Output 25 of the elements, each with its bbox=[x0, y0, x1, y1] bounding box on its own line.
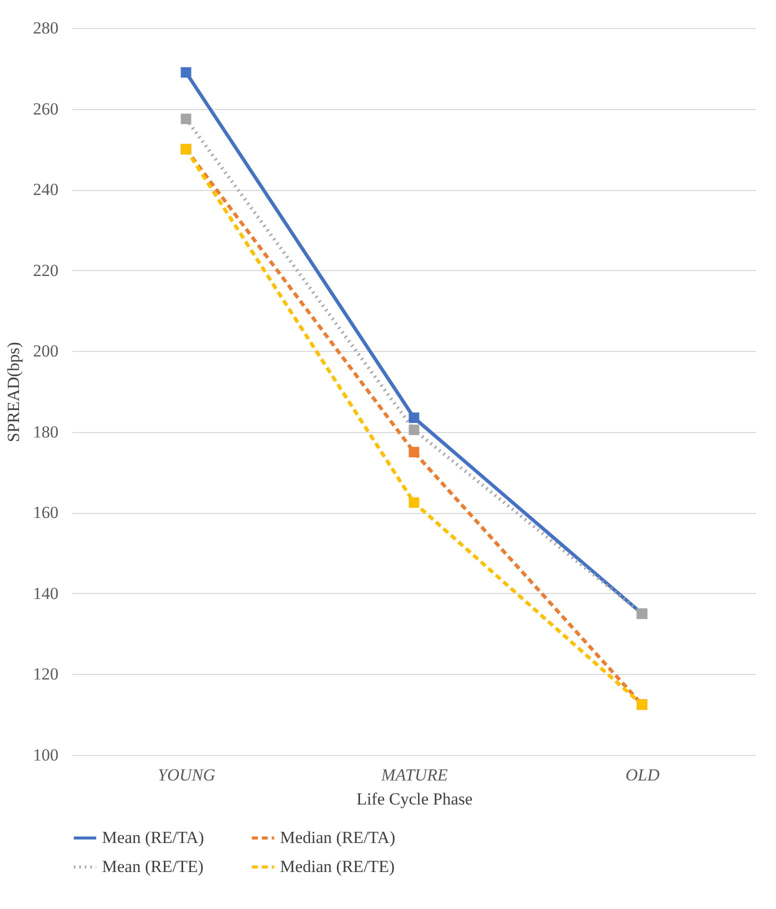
y-tick-label: 140 bbox=[33, 584, 58, 603]
y-tick-label: 280 bbox=[33, 18, 58, 38]
x-tick-label: OLD bbox=[625, 766, 660, 784]
point bbox=[180, 114, 192, 124]
point bbox=[180, 67, 192, 78]
y-tick-label: 160 bbox=[33, 503, 58, 522]
y-tick-label: 100 bbox=[33, 746, 58, 764]
y-tick-label: 120 bbox=[33, 664, 58, 684]
y-tick-label: 260 bbox=[33, 99, 58, 118]
legend-label: Mean (RE/TE) bbox=[102, 857, 204, 876]
y-tick-label: 240 bbox=[33, 180, 58, 200]
y-tick-label: 200 bbox=[33, 342, 58, 361]
y-tick-label: 220 bbox=[33, 260, 58, 280]
y-axis-title: SPREAD(bps) bbox=[4, 342, 23, 442]
legend-label: Mean (RE/TA) bbox=[102, 828, 204, 847]
point bbox=[408, 412, 420, 423]
legend-label: Median (RE/TE) bbox=[280, 857, 395, 876]
x-tick-label: MATURE bbox=[380, 766, 448, 784]
point bbox=[408, 424, 420, 436]
point bbox=[408, 446, 420, 458]
x-axis-title: Life Cycle Phase bbox=[356, 790, 473, 808]
point bbox=[408, 497, 420, 508]
y-tick-label: 180 bbox=[33, 422, 58, 442]
x-tick-label: YOUNG bbox=[158, 766, 216, 784]
legend-label: Median (RE/TA) bbox=[280, 828, 396, 847]
